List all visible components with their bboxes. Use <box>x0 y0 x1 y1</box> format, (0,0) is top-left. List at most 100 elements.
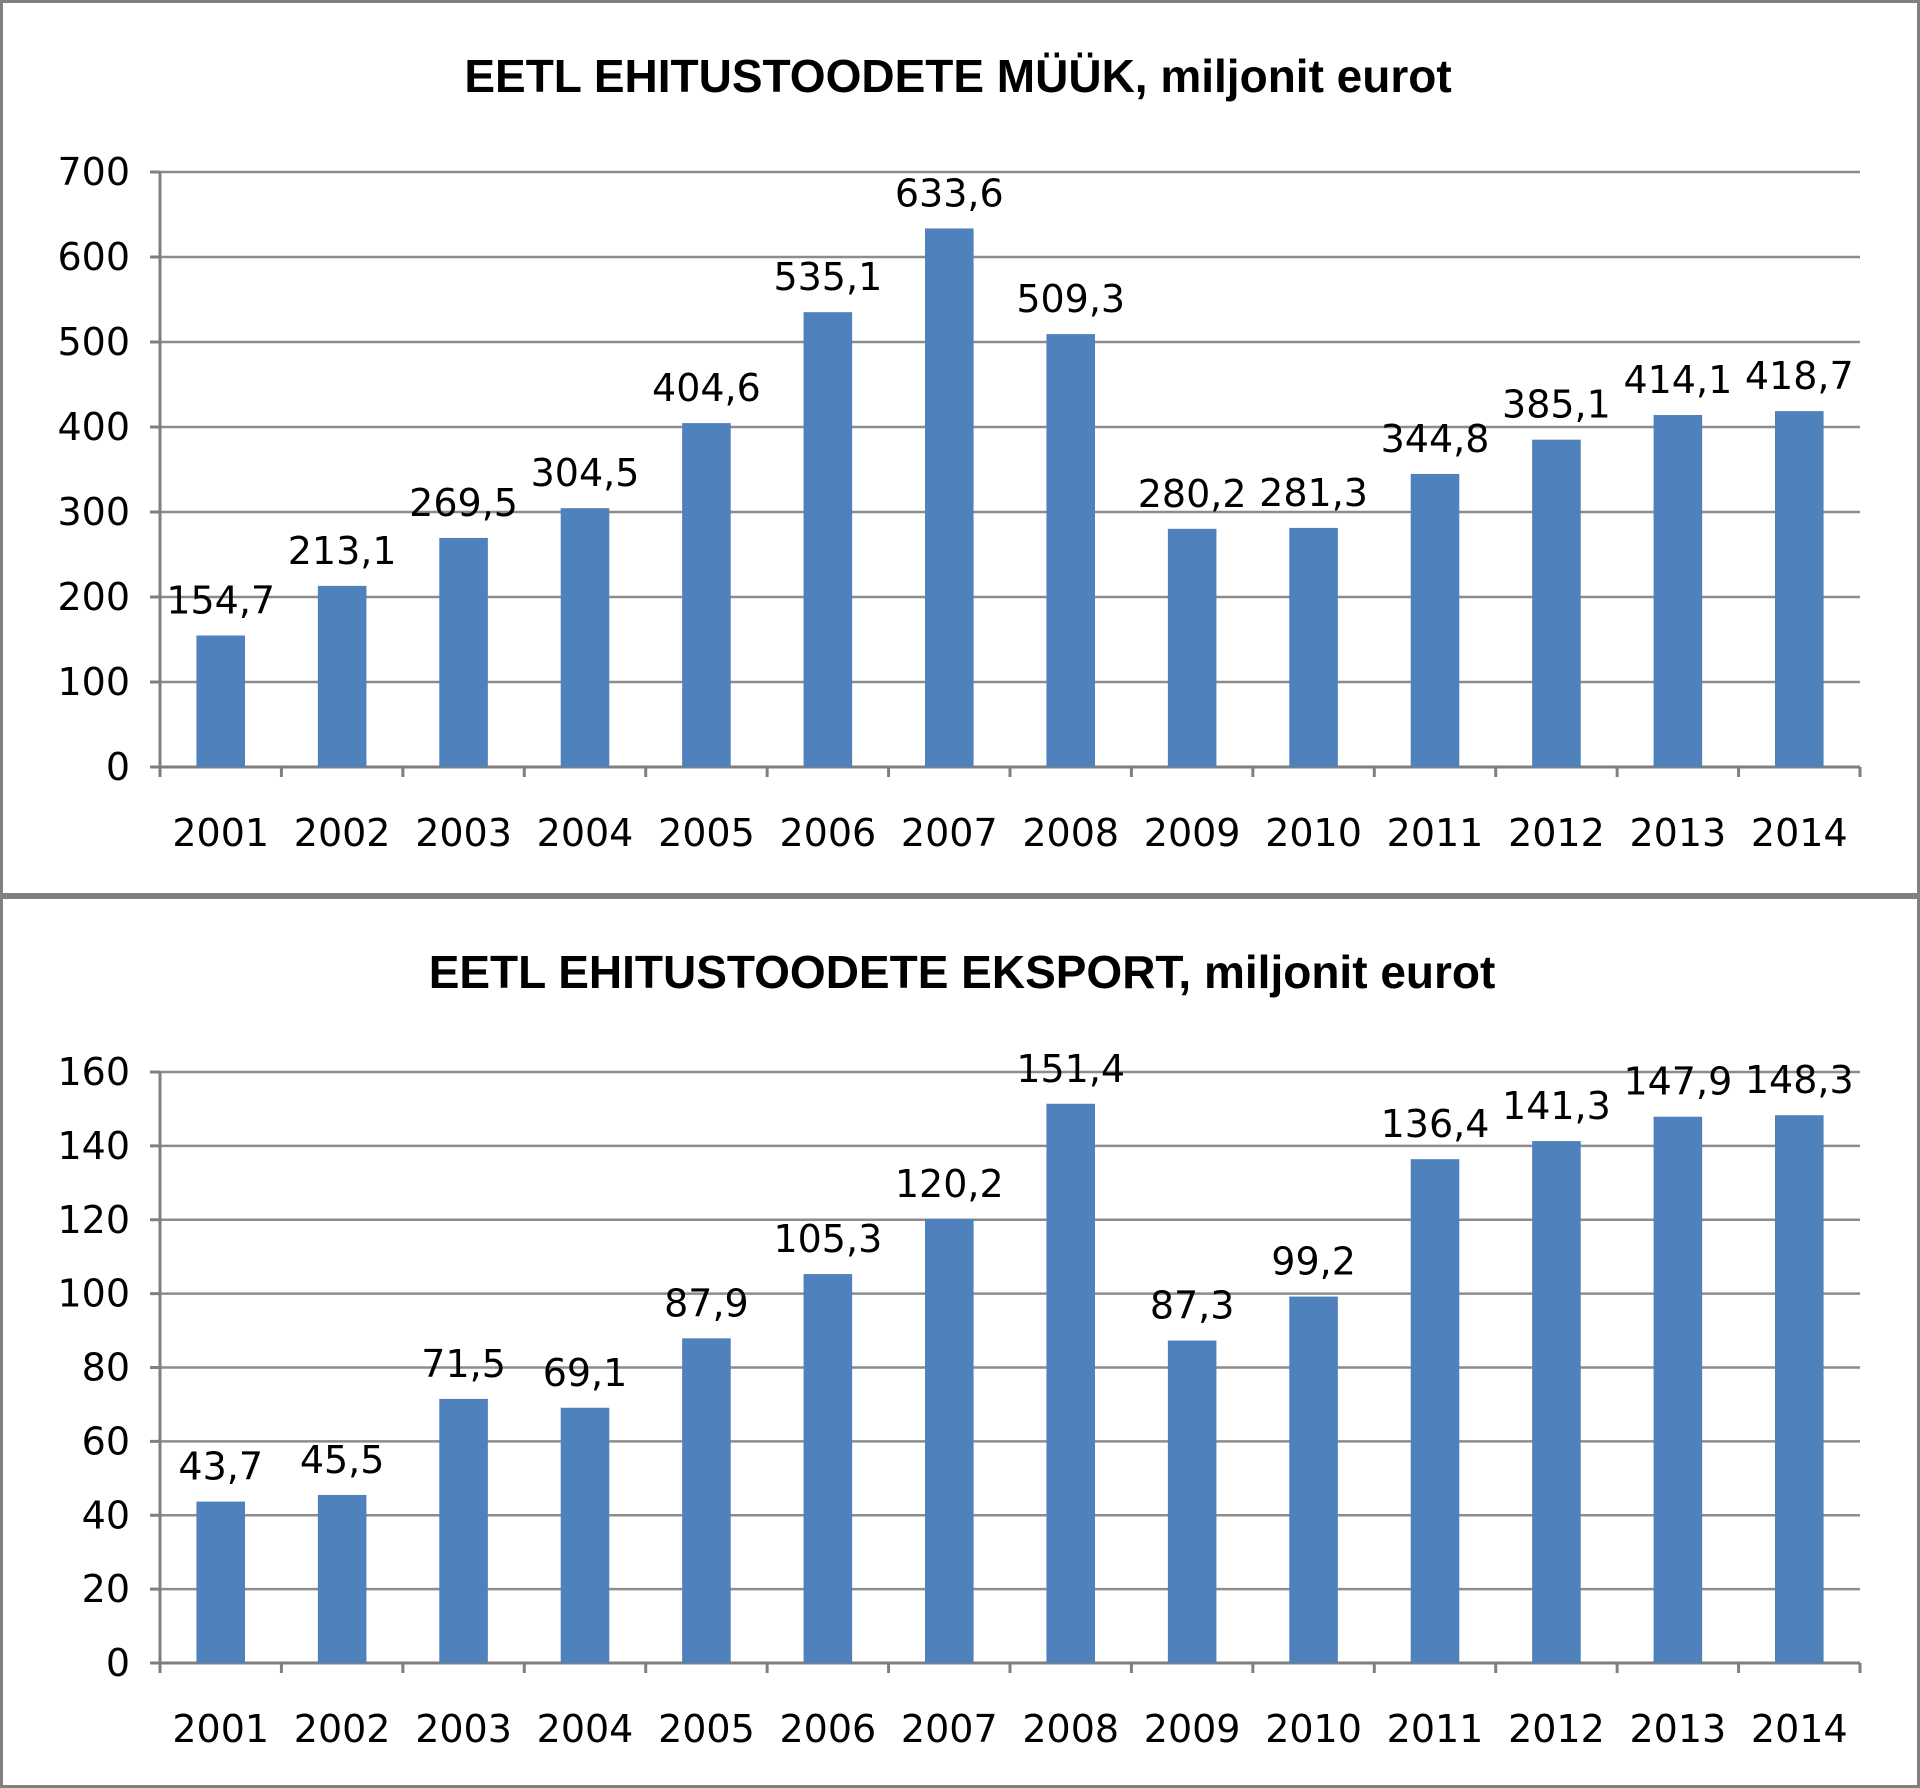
bar-2011 <box>1410 473 1460 767</box>
y-tick-label: 120 <box>57 1198 130 1242</box>
y-tick-label: 500 <box>57 320 130 364</box>
bar-2001 <box>196 635 245 767</box>
bar-2003 <box>439 1398 488 1663</box>
bar-2012 <box>1532 439 1581 767</box>
y-tick-label: 700 <box>57 150 130 194</box>
bar-2013 <box>1653 415 1703 767</box>
data-label: 535,1 <box>773 255 882 299</box>
bar-2005 <box>682 1338 731 1663</box>
bar-2009 <box>1167 528 1217 767</box>
x-tick-label: 2006 <box>779 1707 876 1751</box>
x-tick-label: 2003 <box>415 811 512 855</box>
data-label: 120,2 <box>895 1162 1004 1206</box>
data-label: 87,9 <box>664 1281 749 1325</box>
data-label: 404,6 <box>652 366 761 410</box>
data-label: 141,3 <box>1502 1084 1611 1128</box>
export-bar-chart: EETL EHITUSTOODETE EKSPORT, miljonit eur… <box>57 946 1862 1751</box>
bar-2006 <box>803 1274 853 1663</box>
x-tick-label: 2009 <box>1144 1707 1241 1751</box>
sales-bar-chart: EETL EHITUSTOODETE MÜÜK, miljonit eurot … <box>57 50 1862 855</box>
x-tick-label: 2008 <box>1022 811 1119 855</box>
data-label: 269,5 <box>409 481 518 525</box>
bar-2004 <box>560 1407 610 1663</box>
y-tick-label: 400 <box>57 405 130 449</box>
y-tick-label: 0 <box>106 1641 130 1685</box>
x-tick-label: 2005 <box>658 1707 755 1751</box>
sales-chart-panel: EETL EHITUSTOODETE MÜÜK, miljonit eurot … <box>0 0 1920 896</box>
y-tick-label: 60 <box>82 1419 130 1463</box>
data-label: 147,9 <box>1623 1060 1732 1104</box>
y-tick-label: 100 <box>57 660 130 704</box>
y-tick-label: 300 <box>57 490 130 534</box>
y-tick-label: 200 <box>57 575 130 619</box>
chart-title: EETL EHITUSTOODETE MÜÜK, miljonit eurot <box>464 50 1451 102</box>
x-tick-label: 2002 <box>294 1707 391 1751</box>
data-label: 105,3 <box>773 1217 882 1261</box>
x-tick-label: 2013 <box>1629 1707 1726 1751</box>
bar-2007 <box>925 1219 974 1663</box>
x-tick-label: 2009 <box>1144 811 1241 855</box>
data-label: 385,1 <box>1502 383 1611 427</box>
bar-2008 <box>1046 1103 1095 1663</box>
x-tick-label: 2001 <box>172 811 269 855</box>
bar-2002 <box>317 585 367 767</box>
x-tick-label: 2008 <box>1022 1707 1119 1751</box>
data-label: 281,3 <box>1259 471 1368 515</box>
y-tick-label: 160 <box>57 1050 130 1094</box>
y-tick-label: 140 <box>57 1124 130 1168</box>
y-tick-label: 100 <box>57 1272 130 1316</box>
data-label: 87,3 <box>1150 1284 1235 1328</box>
x-tick-label: 2014 <box>1751 811 1848 855</box>
x-tick-label: 2002 <box>294 811 391 855</box>
data-label: 43,7 <box>178 1445 263 1489</box>
bar-2006 <box>803 312 853 767</box>
x-tick-label: 2004 <box>537 1707 634 1751</box>
y-tick-label: 0 <box>106 745 130 789</box>
y-tick-label: 20 <box>82 1567 130 1611</box>
y-tick-label: 40 <box>82 1493 130 1537</box>
data-label: 136,4 <box>1381 1102 1490 1146</box>
bar-2009 <box>1167 1340 1217 1663</box>
x-tick-label: 2004 <box>537 811 634 855</box>
data-label: 99,2 <box>1271 1240 1356 1284</box>
chart-title: EETL EHITUSTOODETE EKSPORT, miljonit eur… <box>429 946 1496 998</box>
y-tick-label: 80 <box>82 1346 130 1390</box>
bar-2012 <box>1532 1141 1581 1663</box>
x-tick-label: 2010 <box>1265 1707 1362 1751</box>
x-tick-label: 2012 <box>1508 811 1605 855</box>
data-label: 69,1 <box>543 1351 628 1395</box>
y-tick-label: 600 <box>57 235 130 279</box>
bar-2002 <box>317 1494 367 1663</box>
export-chart-panel: EETL EHITUSTOODETE EKSPORT, miljonit eur… <box>0 896 1920 1788</box>
x-tick-label: 2003 <box>415 1707 512 1751</box>
data-label: 304,5 <box>531 451 640 495</box>
bar-2008 <box>1046 334 1095 767</box>
x-tick-label: 2013 <box>1629 811 1726 855</box>
data-label: 213,1 <box>288 529 397 573</box>
data-label: 45,5 <box>300 1438 385 1482</box>
bar-2005 <box>682 423 731 767</box>
x-tick-label: 2007 <box>901 811 998 855</box>
x-tick-label: 2012 <box>1508 1707 1605 1751</box>
data-label: 418,7 <box>1745 354 1854 398</box>
x-tick-label: 2011 <box>1387 1707 1484 1751</box>
bar-2010 <box>1289 1296 1338 1663</box>
bar-2010 <box>1289 527 1338 767</box>
data-label: 151,4 <box>1016 1047 1125 1091</box>
x-tick-label: 2006 <box>779 811 876 855</box>
x-tick-label: 2007 <box>901 1707 998 1751</box>
bar-2013 <box>1653 1116 1703 1663</box>
x-tick-label: 2011 <box>1387 811 1484 855</box>
data-label: 71,5 <box>421 1342 506 1386</box>
x-tick-label: 2014 <box>1751 1707 1848 1751</box>
bar-2014 <box>1775 411 1824 767</box>
bar-2001 <box>196 1501 245 1663</box>
data-label: 509,3 <box>1016 277 1125 321</box>
x-tick-label: 2001 <box>172 1707 269 1751</box>
x-tick-label: 2010 <box>1265 811 1362 855</box>
bar-2003 <box>439 537 488 767</box>
data-label: 344,8 <box>1381 417 1490 461</box>
data-label: 154,7 <box>166 579 275 623</box>
bar-2007 <box>925 228 974 767</box>
data-label: 148,3 <box>1745 1058 1854 1102</box>
